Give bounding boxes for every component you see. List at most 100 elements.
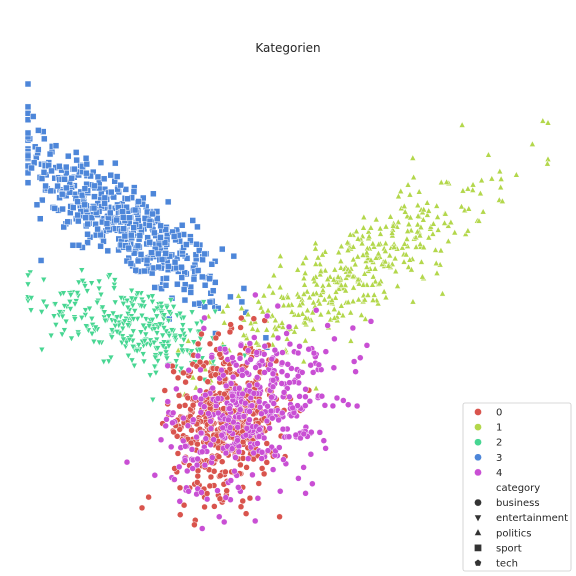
data-point-1 — [485, 151, 492, 158]
data-point-1 — [300, 290, 308, 297]
data-point-0 — [203, 490, 211, 497]
data-point-2 — [67, 292, 75, 299]
data-point-3 — [24, 80, 32, 88]
data-point-4 — [284, 361, 292, 368]
data-point-2 — [123, 339, 130, 347]
data-point-3 — [97, 159, 105, 166]
data-point-3 — [163, 275, 170, 282]
data-point-3 — [215, 304, 222, 312]
data-point-1 — [360, 224, 367, 231]
data-point-1 — [464, 226, 472, 234]
data-point-1 — [344, 238, 351, 246]
data-point-3 — [178, 263, 185, 271]
data-point-0 — [174, 374, 182, 382]
data-point-3 — [107, 171, 114, 179]
data-point-4 — [284, 372, 291, 379]
data-point-4 — [123, 458, 131, 466]
data-point-1 — [350, 283, 357, 291]
data-point-1 — [372, 254, 380, 261]
data-point-4 — [238, 366, 246, 374]
data-point-1 — [332, 294, 339, 301]
data-point-3 — [74, 198, 81, 206]
data-point-4 — [340, 397, 347, 404]
data-point-2 — [156, 321, 164, 329]
data-point-0 — [194, 472, 202, 480]
data-point-1 — [425, 207, 433, 214]
data-point-2 — [78, 267, 86, 274]
legend-marker-sport — [474, 544, 482, 552]
data-point-2 — [128, 287, 136, 295]
data-point-1 — [479, 207, 487, 215]
data-point-2 — [61, 303, 68, 310]
data-point-2 — [105, 313, 113, 320]
data-point-3 — [64, 218, 71, 226]
legend-label-1: 1 — [496, 423, 502, 434]
data-point-0 — [194, 479, 201, 486]
data-point-3 — [137, 251, 145, 258]
data-point-2 — [27, 295, 35, 302]
data-point-2 — [149, 397, 157, 404]
data-point-4 — [283, 330, 290, 337]
data-point-4 — [151, 471, 159, 479]
data-point-4 — [169, 419, 176, 427]
data-point-3 — [181, 296, 189, 304]
data-point-1 — [417, 223, 425, 230]
data-point-4 — [320, 437, 328, 444]
data-point-1 — [418, 258, 425, 265]
data-point-2 — [159, 343, 167, 350]
data-point-4 — [221, 345, 229, 353]
data-point-3 — [162, 226, 169, 233]
data-point-1 — [353, 227, 360, 235]
data-point-1 — [349, 272, 357, 280]
data-point-4 — [367, 318, 375, 325]
data-point-0 — [217, 472, 224, 479]
data-point-2 — [160, 312, 168, 319]
data-point-1 — [354, 235, 362, 242]
data-point-0 — [206, 482, 214, 490]
data-point-3 — [134, 257, 142, 265]
data-point-2 — [88, 316, 96, 323]
data-point-4 — [222, 449, 230, 457]
data-point-1 — [224, 301, 231, 309]
data-point-3 — [119, 214, 127, 221]
data-point-3 — [72, 149, 80, 156]
data-point-4 — [269, 466, 277, 473]
data-point-3 — [140, 267, 148, 275]
data-point-4 — [330, 364, 338, 371]
data-point-1 — [317, 310, 325, 318]
data-point-2 — [200, 299, 208, 306]
data-point-2 — [154, 345, 162, 352]
data-point-4 — [200, 403, 208, 410]
data-points — [24, 80, 552, 532]
data-point-4 — [250, 449, 257, 457]
data-point-4 — [254, 495, 262, 502]
data-point-1 — [385, 262, 392, 269]
data-point-1 — [263, 325, 271, 333]
data-point-4 — [185, 488, 192, 495]
data-point-0 — [276, 513, 283, 521]
data-point-3 — [180, 286, 188, 293]
data-point-2 — [135, 342, 143, 349]
data-point-1 — [376, 224, 384, 232]
data-point-1 — [512, 171, 520, 178]
data-point-1 — [391, 254, 399, 262]
data-point-4 — [218, 366, 225, 374]
data-point-4 — [251, 517, 259, 525]
data-point-4 — [182, 443, 189, 450]
data-point-0 — [237, 461, 244, 469]
data-point-1 — [299, 310, 306, 317]
data-point-1 — [325, 280, 333, 288]
data-point-1 — [371, 264, 379, 272]
data-point-1 — [295, 292, 303, 300]
data-point-1 — [409, 297, 417, 305]
data-point-3 — [59, 205, 66, 213]
data-point-4 — [200, 325, 208, 332]
data-point-1 — [388, 229, 396, 236]
data-point-3 — [162, 282, 170, 289]
data-point-1 — [497, 175, 505, 182]
legend-marker-0 — [474, 408, 482, 416]
data-point-0 — [170, 368, 177, 375]
data-point-2 — [148, 299, 156, 306]
data-point-3 — [145, 222, 153, 229]
data-point-4 — [252, 291, 259, 299]
